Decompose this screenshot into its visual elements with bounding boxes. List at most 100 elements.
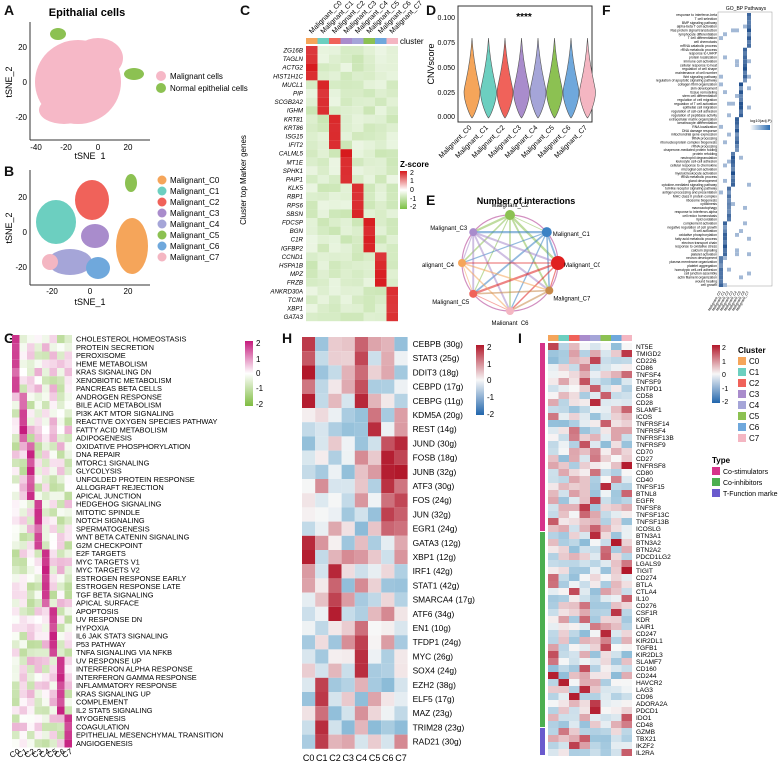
panel-i-gene-label: BTN3A1: [636, 533, 661, 540]
panel-i-heat-cell: [579, 581, 590, 588]
panel-g-heat-cell: [57, 623, 65, 632]
panel-c-heat-cell: [329, 106, 341, 115]
panel-i-heat-cell: [621, 728, 632, 735]
panel-i-heat-cell: [621, 441, 632, 448]
panel-c-heat-cell: [363, 200, 375, 210]
panel-g-heat-cell: [34, 656, 42, 665]
panel-b-legend-label: Malignant_C3: [170, 209, 220, 218]
panel-i-heat-cell: [590, 602, 601, 609]
panel-i-heat-cell: [590, 406, 601, 413]
panel-h-heat-cell: [315, 649, 329, 664]
panel-c-gene-label: HSPA1B: [279, 263, 303, 270]
panel-i-cluster-legend-label: C7: [749, 434, 760, 443]
panel-i-gene-label: CD160: [636, 666, 657, 673]
panel-g-pathway-label: CHOLESTEROL HOMEOSTASIS: [76, 335, 187, 344]
panel-i-heat-cell: [569, 518, 580, 525]
panel-i-heat-cell: [600, 525, 611, 532]
panel-f-heat-cell: [731, 202, 735, 206]
panel-h-heat-cell: [368, 351, 382, 366]
panel-c-heat-cell: [340, 80, 352, 89]
panel-f-heat-cell: [735, 63, 739, 68]
panel-c-heat-cell: [352, 63, 364, 72]
panel-h-heat-cell: [381, 365, 395, 380]
panel-h-legend-tick: 0: [487, 376, 492, 385]
panel-h-heat-cell: [381, 677, 395, 692]
panel-g-heat-cell: [27, 491, 35, 500]
panel-f-pathway-label: regulation of cell-cell adhesion: [671, 110, 717, 114]
panel-c-heat-cell: [375, 183, 387, 193]
panel-h-heat-cell: [381, 663, 395, 678]
panel-g-pathway-label: MYOGENESIS: [76, 714, 126, 723]
panel-i-gene-label: TNFSF13B: [636, 519, 670, 526]
panel-f-heat-cell: [731, 101, 735, 106]
panel-i-heat-cell: [611, 651, 622, 658]
panel-c-heat-cell: [329, 97, 341, 107]
panel-i-heat-cell: [558, 693, 569, 700]
panel-f-heat-cell: [719, 82, 723, 87]
panel-g-heat-cell: [27, 401, 35, 410]
panel-c-heat-cell: [329, 89, 341, 98]
panel-c-gene-label: XBP1: [286, 306, 303, 313]
panel-h-heat-cell: [394, 706, 408, 721]
panel-h-regulon-label: CEBPB (30g): [413, 339, 463, 349]
panel-c-legend-tick: -2: [410, 204, 416, 211]
panel-c-heat-cell: [340, 149, 352, 158]
panel-c-cluster-cell: [375, 38, 387, 44]
panel-g-heat-cell: [64, 731, 72, 740]
panel-i-heat-cell: [548, 630, 559, 637]
panel-h-heat-cell: [302, 692, 316, 707]
panel-h: H CEBPB (30g) STAT3 (25g) DDIT3 (18g) CEBPD…: [280, 325, 524, 768]
panel-h-heat-cell: [315, 479, 329, 494]
panel-b-legend-swatch: [157, 197, 167, 207]
panel-i-heat-cell: [548, 504, 559, 511]
panel-i-heat-cell: [558, 630, 569, 637]
panel-g-heat-cell: [57, 475, 65, 484]
panel-i-heat-cell: [621, 546, 632, 553]
panel-h-heat-cell: [368, 436, 382, 451]
panel-f-heat-cell: [747, 40, 751, 44]
panel-c-cluster-label: cluster: [400, 37, 424, 46]
panel-f-heat-cell: [747, 16, 751, 21]
panel-c-gene-label: PIP: [293, 91, 304, 98]
panel-c-heat-cell: [363, 183, 375, 193]
panel-d-ytick: 0.100: [437, 15, 455, 22]
panel-b-ylabel: tSNE_2: [4, 212, 14, 243]
panel-i-type-segment: [540, 728, 545, 755]
panel-g-heat-cell: [27, 417, 35, 426]
panel-c-heat-cell: [386, 149, 398, 158]
panel-f-pathway-label: homotypic cell-cell adhesion: [675, 268, 718, 272]
panel-i-type-segment: [540, 532, 545, 727]
panel-g-heat-cell: [57, 524, 65, 533]
panel-i-heat-cell: [558, 742, 569, 749]
panel-i-heat-cell: [611, 504, 622, 511]
panel-c-heat-cell: [317, 243, 329, 253]
panel-g-pathway-label: BILE ACID METABOLISM: [76, 401, 161, 410]
panel-g-heat-cell: [27, 640, 35, 649]
panel-f-pathway-label: cell redox homeostasis: [683, 214, 718, 218]
panel-c-heat-cell: [352, 71, 364, 81]
panel-i-gene-label: CD80: [636, 470, 653, 477]
panel-d-violin: [496, 37, 514, 119]
panel-c-heat-cell: [340, 54, 352, 64]
panel-i-heat-cell: [548, 539, 559, 546]
panel-i-heat-cell: [548, 686, 559, 693]
panel-g-heat-cell: [34, 698, 42, 707]
panel-g-heat-cell: [27, 434, 35, 443]
panel-g-heat-cell: [27, 648, 35, 657]
panel-g-heat-cell: [57, 458, 65, 467]
panel-c-heat-cell: [363, 140, 375, 150]
panel-c-gene-labels: ZG16BTAGLNACTG2HIST1H1CMUCL1PIPSCGB2A2IG…: [269, 48, 304, 322]
panel-b-legend-swatch: [157, 219, 167, 229]
panel-c-heat-cell: [340, 200, 352, 210]
panel-i-heat-cell: [569, 567, 580, 574]
panel-i-heat-cell: [621, 448, 632, 455]
panel-g-heat-cell: [57, 376, 65, 385]
panel-g-heat-cell: [42, 731, 50, 740]
panel-f-heat-cell: [727, 213, 731, 218]
panel-c-cluster-cell: [317, 38, 329, 44]
panel-c-heat-cell: [340, 63, 352, 72]
panel-i-heat-cell: [569, 714, 580, 721]
panel-i-heat-cell: [621, 511, 632, 518]
panel-g-heat-cell: [57, 467, 65, 476]
panel-f-heat-cell: [743, 74, 747, 79]
